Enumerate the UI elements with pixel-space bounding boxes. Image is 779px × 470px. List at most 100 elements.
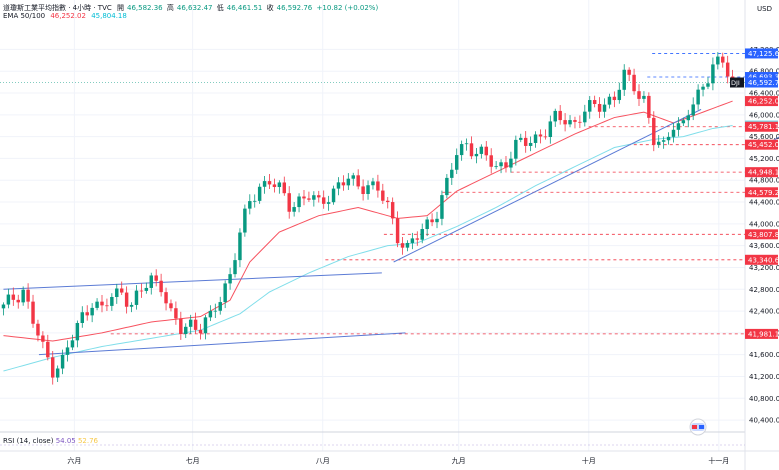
candle-body [632, 74, 636, 92]
candle-body [282, 182, 287, 194]
candle-body [179, 318, 183, 335]
candle-body [307, 198, 311, 200]
candle-body [169, 303, 173, 309]
candle-body [671, 129, 676, 137]
trendlines[interactable] [3, 108, 779, 356]
tradingview-logo[interactable] [689, 418, 707, 436]
price-tick-label: 46,000.00 [749, 111, 779, 119]
candle-body [248, 201, 252, 209]
candle-body [356, 175, 360, 187]
ema100-path [3, 125, 733, 372]
rsi-label[interactable]: RSI (14, close) [3, 437, 54, 445]
time-label: 六月 [67, 456, 81, 465]
price-tag [745, 96, 778, 107]
candle-body [435, 218, 439, 223]
candle-body [445, 177, 449, 196]
candle-body [588, 100, 592, 112]
candle-body [144, 287, 149, 291]
price-tag-label: 47,125.65 [748, 50, 779, 58]
candle-body [90, 307, 94, 316]
candle-body [548, 121, 553, 138]
candle-body [686, 115, 690, 121]
price-tag [745, 121, 778, 132]
candle-body [11, 294, 16, 300]
candle-body [725, 62, 730, 77]
candle-body [366, 185, 370, 194]
candle-body [661, 140, 666, 142]
candle-body [400, 243, 405, 248]
candle-body [154, 275, 158, 281]
candle-body [647, 95, 651, 118]
candle-body [51, 357, 55, 378]
candle-body [292, 207, 296, 212]
candle-body [228, 274, 232, 284]
candle-body [252, 200, 257, 202]
candle-body [538, 134, 543, 137]
ohlc-legend: 道瓊斯工業平均指數 · 4小時 · TVC 開 46,582.36 高 46,632… [3, 3, 381, 13]
price-tick-label: 40,400.00 [749, 417, 779, 425]
candle-body [312, 195, 316, 200]
candle-body [612, 96, 617, 101]
candle-body [420, 229, 424, 240]
candle-body [65, 347, 70, 355]
candle-body [696, 89, 700, 105]
price-tag-label: 43,807.83 [748, 231, 779, 239]
candle-body [381, 190, 385, 201]
candle-body [459, 144, 464, 156]
price-tick-label: 40,800.00 [749, 395, 779, 403]
ema50-line [3, 100, 733, 342]
candle-body [287, 193, 291, 212]
price-tag-label: 46,592.76 [748, 79, 779, 87]
price-tick-label: 45,600.00 [749, 133, 779, 141]
candle-body [16, 299, 20, 303]
candle-body [267, 181, 272, 185]
price-tags: 47,125.6546,693.3346,592.76DJI46,252.024… [730, 48, 779, 339]
close-label: 收 [266, 4, 274, 12]
time-label: 九月 [452, 456, 466, 465]
candle-body [617, 89, 622, 101]
trendline [3, 272, 382, 290]
price-tag-label: 44,948.15 [748, 169, 779, 177]
price-tick-label: 43,200.00 [749, 264, 779, 272]
trendline [393, 108, 702, 263]
candle-body [607, 96, 612, 105]
candle-body [223, 283, 227, 303]
candle-body [361, 186, 365, 194]
candle-body [317, 195, 321, 198]
candle-body [676, 123, 681, 130]
ema50-path [3, 100, 733, 342]
candle-body [1, 304, 6, 309]
candle-body [681, 120, 686, 124]
candle-body [504, 162, 508, 168]
rsi-ma-value: 52.76 [77, 437, 99, 445]
candle-body [489, 155, 493, 167]
price-tick-label: 44,000.00 [749, 220, 779, 228]
currency-label: USD [757, 5, 772, 13]
candle-body [351, 175, 355, 179]
candle-body [666, 136, 671, 141]
candle-body [193, 319, 198, 330]
candle-body [336, 182, 341, 189]
candle-body [243, 208, 247, 233]
price-tag [745, 77, 778, 88]
ema-label[interactable]: EMA 50/100 [3, 12, 46, 20]
price-tick-label: 44,800.00 [749, 177, 779, 185]
candle-body [321, 197, 326, 204]
symbol-title[interactable]: 道瓊斯工業平均指數 · 4小時 · TVC [3, 4, 112, 12]
candle-body [85, 312, 89, 316]
ema100-line [3, 125, 733, 372]
price-tick-label: 46,800.00 [749, 68, 779, 76]
price-tag-label: 41,981.15 [748, 330, 779, 338]
candle-body [6, 294, 11, 305]
candle-body [533, 134, 538, 143]
time-label: 十一月 [708, 456, 729, 465]
price-tag [745, 254, 778, 265]
horizontal-levels [0, 53, 745, 335]
price-tag [745, 328, 778, 339]
candle-body [597, 103, 602, 112]
candle-body [277, 182, 282, 188]
candle-body [454, 155, 459, 170]
candle-body [637, 91, 641, 99]
candle-body [31, 301, 35, 324]
